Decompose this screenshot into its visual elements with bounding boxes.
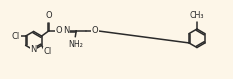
Text: N: N [31, 46, 37, 55]
Text: Cl: Cl [12, 32, 20, 41]
Text: O: O [56, 26, 62, 35]
Text: CH₃: CH₃ [190, 11, 204, 20]
Text: N: N [63, 26, 70, 35]
Text: O: O [46, 11, 52, 20]
Text: Cl: Cl [43, 47, 51, 56]
Text: O: O [92, 26, 98, 35]
Text: NH₂: NH₂ [68, 40, 83, 49]
